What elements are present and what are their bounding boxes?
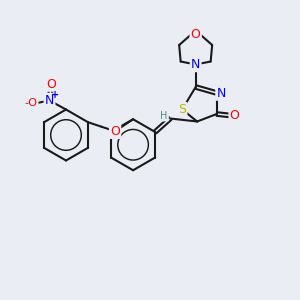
Text: N: N (191, 58, 200, 71)
Text: +: + (51, 89, 60, 100)
Text: S: S (178, 103, 186, 116)
Text: O: O (110, 125, 120, 138)
Text: -O: -O (24, 98, 38, 109)
Text: N: N (45, 94, 54, 107)
Text: N: N (217, 86, 226, 100)
Text: H: H (160, 110, 168, 121)
Text: O: O (191, 28, 201, 41)
Text: O: O (230, 109, 240, 122)
Text: O: O (46, 77, 56, 91)
